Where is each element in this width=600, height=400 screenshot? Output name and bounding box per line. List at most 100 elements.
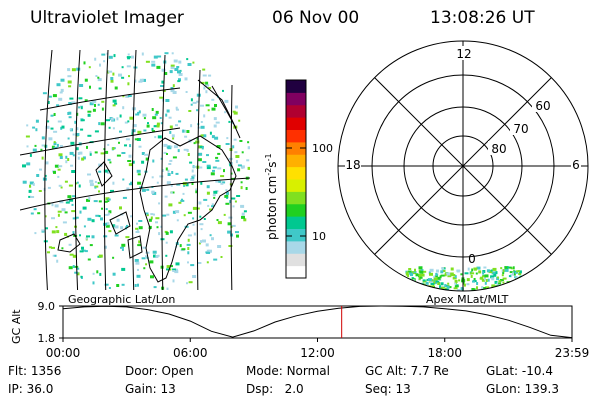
emission-pixel bbox=[74, 216, 79, 219]
polar-diagonal-2 bbox=[374, 77, 552, 255]
emission-pixel bbox=[112, 224, 116, 228]
emission-pixel bbox=[142, 113, 147, 117]
emission-pixel bbox=[56, 104, 60, 107]
left-panel-caption: Geographic Lat/Lon bbox=[68, 293, 175, 306]
info-glon: GLon: 139.3 bbox=[486, 382, 559, 396]
emission-pixel bbox=[197, 158, 202, 162]
info-dsp: Dsp: 2.0 bbox=[246, 382, 304, 396]
emission-pixel bbox=[192, 217, 195, 220]
emission-pixel bbox=[30, 212, 34, 215]
emission-pixel bbox=[199, 223, 204, 226]
emission-pixel bbox=[170, 87, 174, 89]
colorbar-swatch bbox=[286, 265, 306, 279]
emission-pixel bbox=[195, 190, 198, 194]
emission-pixel bbox=[205, 251, 210, 254]
emission-pixel bbox=[137, 173, 141, 176]
emission-pixel bbox=[190, 98, 193, 102]
polar-emission-pixel bbox=[484, 274, 489, 278]
emission-pixel bbox=[138, 240, 141, 244]
emission-pixel bbox=[109, 161, 112, 164]
emission-pixel bbox=[98, 200, 102, 203]
polar-emission-pixel bbox=[433, 277, 438, 281]
emission-pixel bbox=[183, 148, 188, 151]
emission-pixel bbox=[224, 99, 229, 103]
emission-pixel bbox=[151, 63, 156, 67]
emission-pixel bbox=[178, 60, 182, 64]
colorbar-frame bbox=[285, 79, 307, 279]
emission-pixel bbox=[121, 66, 124, 69]
emission-pixel bbox=[182, 192, 185, 195]
emission-pixel bbox=[165, 231, 169, 235]
emission-pixel bbox=[189, 161, 193, 164]
emission-pixel bbox=[36, 174, 40, 177]
emission-pixel bbox=[138, 226, 143, 230]
emission-pixel bbox=[151, 127, 154, 131]
emission-pixel bbox=[45, 227, 48, 230]
emission-pixel bbox=[68, 85, 72, 88]
polar-emission-pixel bbox=[457, 289, 461, 291]
emission-pixel bbox=[107, 198, 111, 201]
emission-pixel bbox=[178, 201, 182, 204]
emission-pixel bbox=[74, 120, 77, 124]
polar-emission-pixel bbox=[414, 282, 418, 286]
emission-pixel bbox=[128, 154, 132, 158]
emission-pixel bbox=[72, 154, 75, 157]
emission-pixel bbox=[107, 143, 110, 146]
emission-pixel bbox=[41, 144, 45, 147]
polar-emission-pixel bbox=[473, 278, 476, 281]
emission-pixel bbox=[159, 175, 164, 178]
emission-pixel bbox=[65, 201, 70, 204]
polar-emission-pixel bbox=[432, 285, 435, 288]
emission-pixel bbox=[186, 243, 191, 246]
polar-emission-pixel bbox=[498, 280, 502, 283]
polar-emission-pixel bbox=[409, 282, 411, 286]
emission-pixel bbox=[157, 135, 162, 139]
polar-emission-pixel bbox=[516, 270, 521, 273]
emission-pixel bbox=[156, 181, 159, 184]
emission-pixel bbox=[92, 100, 97, 104]
emission-pixel bbox=[172, 270, 176, 272]
emission-pixel bbox=[88, 196, 91, 200]
emission-pixel bbox=[119, 130, 122, 133]
emission-pixel bbox=[91, 235, 95, 239]
emission-pixel bbox=[232, 145, 235, 149]
emission-pixel bbox=[86, 198, 90, 202]
emission-pixel bbox=[207, 204, 210, 207]
emission-pixel bbox=[67, 75, 72, 78]
emission-pixel bbox=[41, 136, 45, 140]
polar-emission-pixel bbox=[428, 278, 432, 282]
polar-emission-pixel bbox=[440, 270, 444, 274]
emission-pixel bbox=[243, 218, 247, 222]
emission-pixel bbox=[170, 89, 175, 93]
emission-pixel bbox=[223, 213, 226, 216]
emission-pixel bbox=[138, 80, 143, 83]
emission-pixel bbox=[131, 55, 134, 59]
emission-pixel bbox=[98, 190, 100, 193]
emission-pixel bbox=[163, 151, 167, 154]
emission-pixel bbox=[215, 121, 220, 124]
emission-pixel bbox=[213, 117, 217, 121]
polar-emission-pixel bbox=[511, 285, 514, 287]
emission-pixel bbox=[101, 107, 104, 111]
polar-emission-pixel bbox=[491, 277, 495, 281]
emission-pixel bbox=[152, 116, 157, 120]
emission-pixel bbox=[213, 124, 217, 128]
emission-pixel bbox=[139, 78, 144, 82]
instrument-title: Ultraviolet Imager bbox=[30, 8, 184, 28]
emission-pixel bbox=[41, 229, 45, 232]
emission-pixel bbox=[84, 78, 88, 82]
polar-emission-pixel bbox=[421, 282, 425, 285]
emission-pixel bbox=[137, 283, 139, 287]
emission-pixel bbox=[98, 122, 101, 126]
emission-pixel bbox=[206, 166, 211, 170]
emission-pixel bbox=[72, 265, 75, 268]
emission-pixel bbox=[87, 113, 91, 117]
emission-pixel bbox=[176, 219, 179, 222]
emission-pixel bbox=[220, 256, 223, 258]
emission-pixel bbox=[160, 122, 163, 125]
emission-pixel bbox=[67, 195, 72, 199]
emission-pixel bbox=[212, 194, 216, 197]
emission-pixel bbox=[153, 55, 158, 59]
emission-pixel bbox=[101, 53, 106, 56]
emission-pixel bbox=[112, 72, 115, 76]
